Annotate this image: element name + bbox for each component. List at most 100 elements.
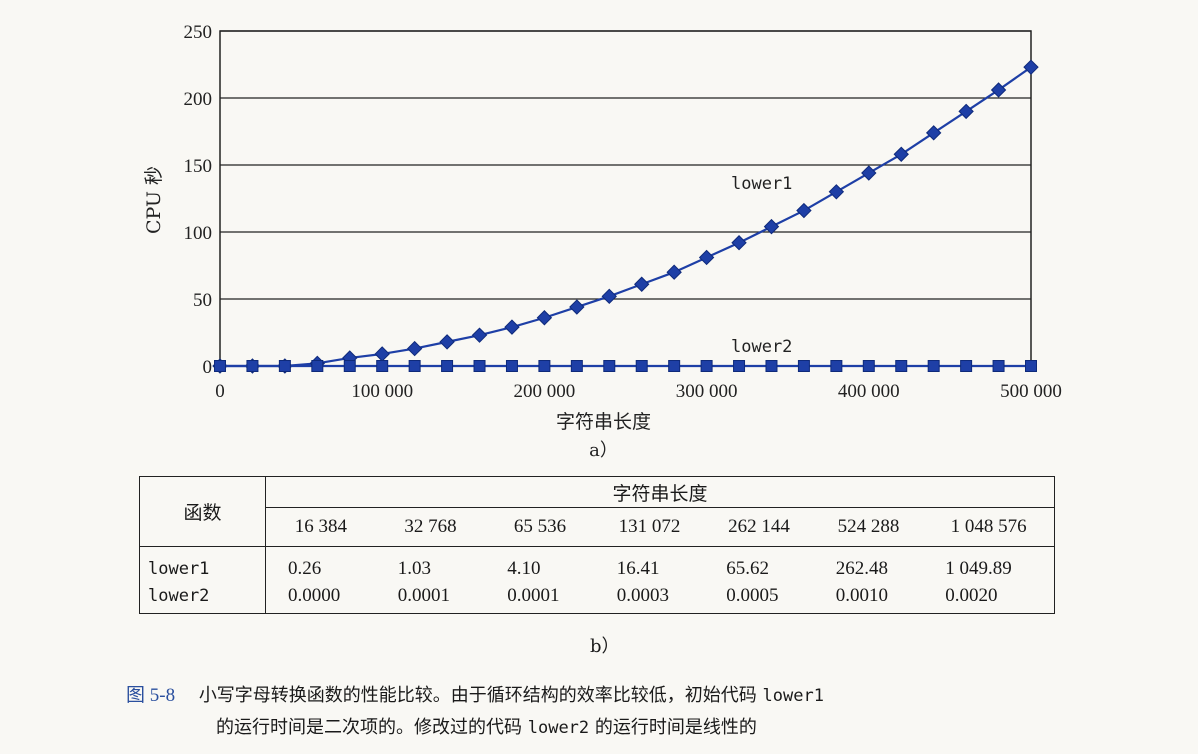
table-cell: 1 049.89: [945, 557, 1012, 579]
data-point-square: [408, 360, 421, 372]
data-point-square: [862, 360, 875, 372]
data-point-square: [570, 360, 583, 372]
table-cell: 0.0000: [288, 584, 341, 606]
caption-code: lower1: [762, 686, 824, 706]
data-point-diamond: [439, 334, 455, 350]
data-point-square: [960, 360, 973, 372]
data-point-square: [505, 360, 518, 372]
table-cell: 0.0001: [397, 584, 450, 606]
data-point-diamond: [471, 327, 488, 343]
data-point-diamond: [374, 346, 390, 362]
y-tick-label: 100: [184, 223, 213, 244]
x-tick-label: 500 000: [1000, 381, 1062, 402]
length-cell: 32 768: [375, 507, 486, 547]
subfigure-a-label: a）: [589, 440, 618, 461]
performance-table: 函数 字符串长度 16 384 32 768 65 536 131 072 26…: [139, 476, 1055, 614]
data-point-diamond: [601, 288, 617, 305]
data-point-diamond: [958, 103, 974, 120]
table-cell: 1.03: [397, 557, 431, 579]
table-cell: 262.48: [835, 557, 888, 579]
data-point-square: [214, 360, 226, 372]
data-point-diamond: [763, 218, 780, 235]
data-point-square: [992, 360, 1005, 372]
table-cell: 0.0020: [945, 584, 998, 606]
x-tick-label: 300 000: [676, 381, 738, 402]
y-tick-label: 150: [184, 156, 213, 177]
caption-text: 小写字母转换函数的性能比较。由于循环结构的效率比较低，初始代码: [198, 685, 757, 706]
data-point-square: [376, 360, 389, 372]
data-point-square: [635, 360, 648, 372]
data-point-square: [797, 360, 810, 372]
subfigure-b-label: b）: [590, 636, 620, 657]
table-cell: 0.0010: [835, 584, 888, 606]
caption-text: 的运行时间是线性的: [594, 717, 757, 738]
x-tick-label: 200 000: [514, 381, 576, 402]
data-point-square: [668, 360, 681, 372]
figure-number: 图 5-8: [126, 685, 176, 706]
data-point-diamond: [504, 319, 520, 335]
data-point-diamond: [406, 340, 423, 357]
data-point-square: [441, 360, 454, 372]
caption-code: lower2: [527, 718, 590, 738]
data-point-square: [927, 360, 940, 372]
series-line-lower1: [220, 66, 1032, 368]
table-cell: 0.0005: [726, 584, 779, 606]
data-point-square: [473, 360, 486, 372]
data-point-diamond: [536, 310, 553, 326]
length-cell: 262 144: [704, 507, 814, 547]
data-point-diamond: [796, 202, 812, 219]
row-function-name: lower1: [139, 546, 266, 582]
data-point-diamond: [828, 184, 845, 200]
y-tick-label: 50: [193, 290, 212, 311]
data-point-square: [895, 360, 908, 372]
y-axis-label: CPU 秒: [143, 166, 165, 234]
data-point-square: [343, 360, 356, 372]
figure-caption: 图 5-8 小写字母转换函数的性能比较。由于循环结构的效率比较低，初始代码 lo…: [126, 680, 1126, 744]
data-point-diamond: [731, 235, 747, 251]
length-cell: 1 048 576: [923, 507, 1055, 547]
series-label: lower1: [731, 174, 792, 194]
y-tick-label: 200: [184, 89, 213, 110]
table-cell: 0.0003: [616, 584, 669, 606]
table-cell: 4.10: [507, 557, 541, 579]
function-header: 函数: [139, 476, 266, 547]
data-point-diamond: [1023, 59, 1039, 75]
length-cell: 16 384: [265, 507, 376, 547]
data-point-square: [1025, 360, 1037, 372]
data-point-square: [246, 360, 259, 372]
y-tick-label: 0: [203, 357, 213, 378]
data-point-square: [538, 360, 551, 372]
data-point-square: [603, 360, 616, 372]
x-tick-label: 100 000: [351, 381, 413, 402]
caption-text: 的运行时间是二次项的。修改过的代码: [216, 717, 522, 738]
length-cell: 65 536: [485, 507, 595, 547]
row-function-name: lower2: [139, 582, 266, 614]
data-point-square: [830, 360, 843, 372]
table-cell: 0.0001: [507, 584, 560, 606]
table-row: lower2 0.0000 0.0001 0.0001 0.0003 0.000…: [139, 582, 1055, 614]
data-point-diamond: [861, 165, 877, 181]
x-axis-label: 字符串长度: [556, 411, 651, 433]
data-point-square: [311, 360, 324, 372]
table-row: lower1 0.26 1.03 4.10 16.41 65.62 262.48…: [139, 546, 1055, 582]
cpu-time-chart: 0 50 100 150 200 250 0 100 000 200 000 300 000 400…: [143, 22, 1062, 461]
plot-frame: [219, 30, 1032, 367]
data-point-diamond: [666, 264, 682, 280]
length-cell: 131 072: [594, 507, 705, 547]
length-header: 字符串长度: [265, 476, 1055, 508]
series-label: lower2: [731, 337, 792, 357]
data-point-diamond: [893, 146, 909, 162]
x-tick-label: 400 000: [838, 381, 900, 402]
data-point-square: [733, 360, 746, 372]
data-point-diamond: [698, 249, 715, 266]
table-cell: 65.62: [726, 557, 769, 579]
data-point-diamond: [634, 276, 650, 292]
data-point-diamond: [569, 299, 585, 315]
data-point-square: [700, 360, 713, 372]
data-point-diamond: [925, 125, 942, 141]
data-point-square: [765, 360, 778, 372]
data-point-square: [278, 360, 291, 372]
y-tick-label: 250: [184, 22, 213, 43]
x-tick-label: 0: [215, 381, 225, 402]
table-cell: 0.26: [288, 557, 322, 579]
